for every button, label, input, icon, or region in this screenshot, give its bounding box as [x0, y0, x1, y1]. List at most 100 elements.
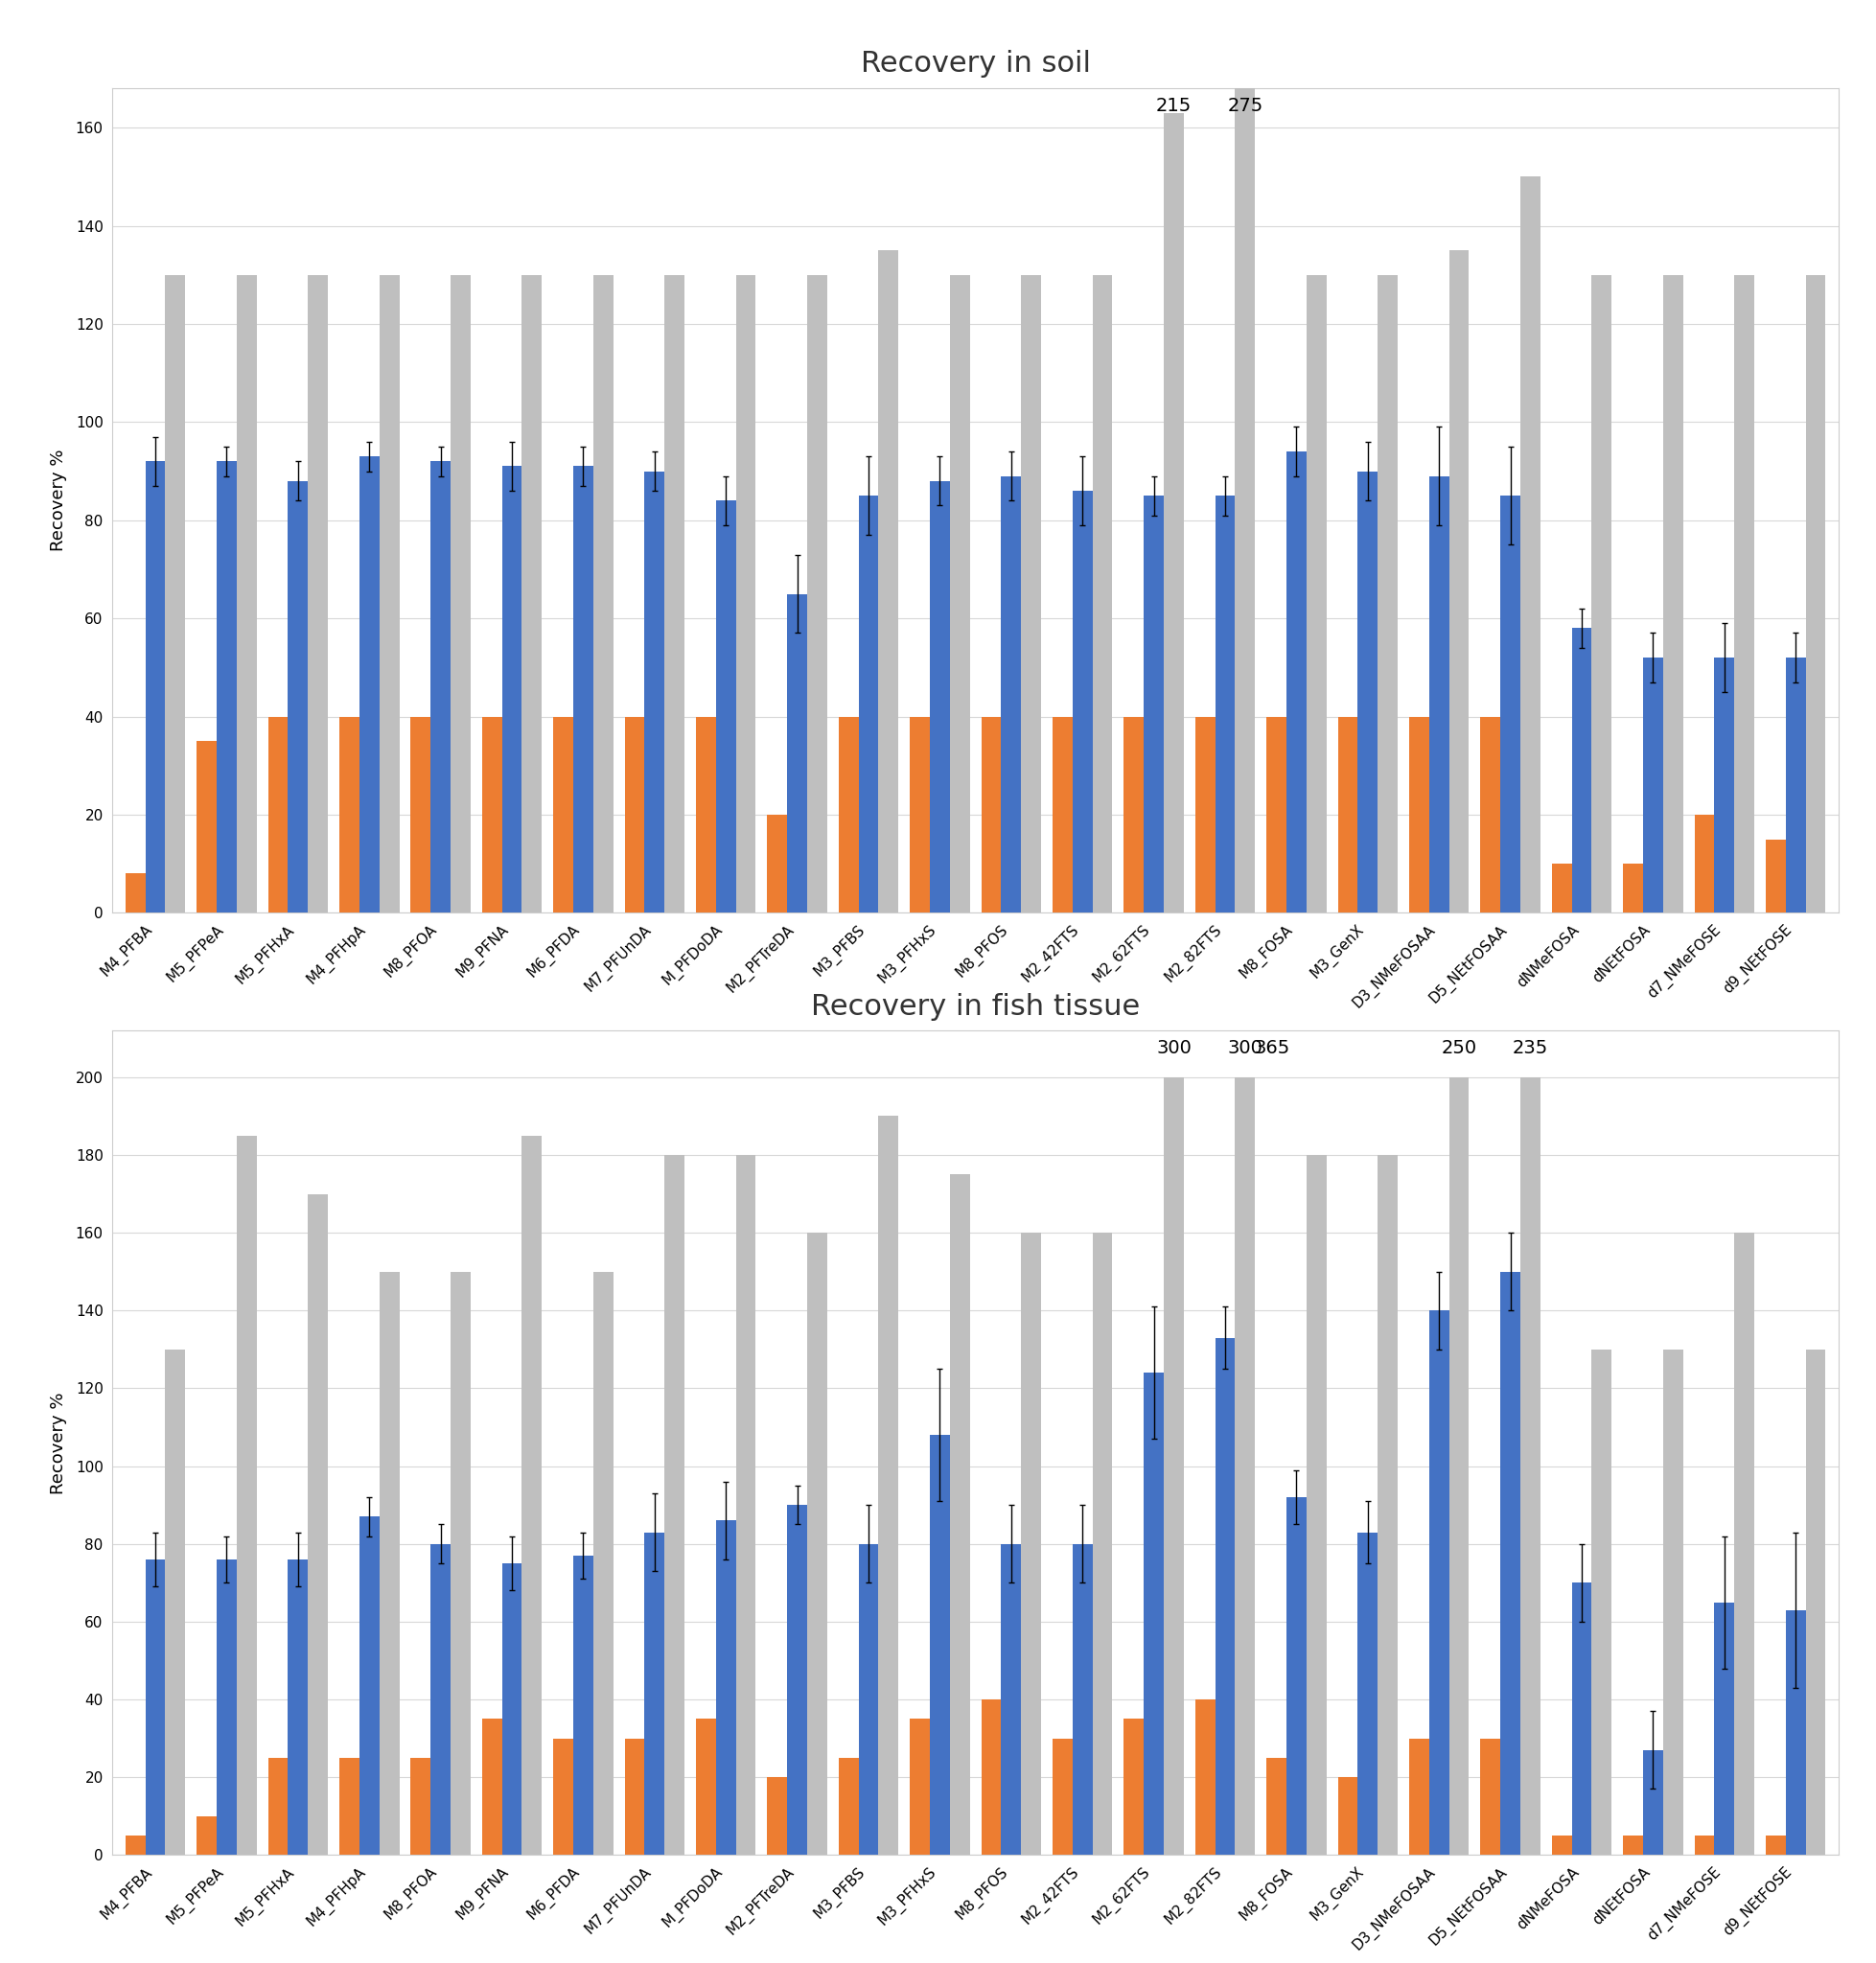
- Bar: [1266, 716, 1287, 913]
- Bar: [981, 1700, 1002, 1855]
- Bar: [593, 275, 613, 913]
- Bar: [340, 716, 360, 913]
- Bar: [859, 495, 878, 913]
- Bar: [268, 1757, 289, 1855]
- Bar: [645, 471, 664, 913]
- Bar: [574, 1555, 593, 1855]
- Bar: [859, 1545, 878, 1855]
- Bar: [1623, 1835, 1643, 1855]
- Bar: [1338, 1777, 1358, 1855]
- Bar: [1733, 1233, 1754, 1855]
- Bar: [807, 275, 827, 913]
- Bar: [767, 1777, 788, 1855]
- Bar: [1520, 177, 1540, 913]
- Bar: [1377, 275, 1398, 913]
- Bar: [625, 716, 645, 913]
- Bar: [664, 1154, 685, 1855]
- Bar: [1448, 1078, 1469, 1855]
- Bar: [696, 716, 717, 913]
- Bar: [1234, 1078, 1255, 1855]
- Bar: [1623, 864, 1643, 913]
- Bar: [1052, 1739, 1073, 1855]
- Bar: [664, 275, 685, 913]
- Bar: [1430, 1311, 1448, 1855]
- Bar: [1358, 1533, 1377, 1855]
- Bar: [717, 501, 735, 913]
- Bar: [981, 716, 1002, 913]
- Bar: [1551, 864, 1572, 913]
- Bar: [340, 1757, 360, 1855]
- Text: 250: 250: [1441, 1038, 1476, 1056]
- Bar: [807, 1233, 827, 1855]
- Bar: [197, 740, 218, 913]
- Bar: [767, 815, 788, 913]
- Bar: [1807, 275, 1825, 913]
- Bar: [165, 275, 186, 913]
- Bar: [522, 1135, 542, 1855]
- Bar: [910, 1720, 930, 1855]
- Bar: [910, 716, 930, 913]
- Bar: [1287, 451, 1306, 913]
- Y-axis label: Recovery %: Recovery %: [51, 450, 68, 552]
- Bar: [165, 1349, 186, 1855]
- Bar: [1694, 1835, 1715, 1855]
- Text: 275: 275: [1227, 96, 1263, 114]
- Bar: [735, 1154, 756, 1855]
- Bar: [379, 1272, 400, 1855]
- Bar: [360, 455, 379, 913]
- Legend: IPR minimum, Experimental recovery, IPR maximum: IPR minimum, Experimental recovery, IPR …: [664, 1103, 1287, 1135]
- Bar: [1163, 1078, 1184, 1855]
- Bar: [878, 1117, 899, 1855]
- Bar: [411, 1757, 431, 1855]
- Bar: [379, 275, 400, 913]
- Bar: [1358, 471, 1377, 913]
- Bar: [1195, 716, 1216, 913]
- Bar: [308, 275, 328, 913]
- Bar: [593, 1272, 613, 1855]
- Text: 235: 235: [1512, 1038, 1548, 1056]
- Bar: [717, 1521, 735, 1855]
- Bar: [1715, 658, 1733, 913]
- Bar: [126, 874, 144, 913]
- Bar: [788, 1506, 807, 1855]
- Title: Recovery in fish tissue: Recovery in fish tissue: [810, 993, 1141, 1021]
- Bar: [1765, 840, 1786, 913]
- Bar: [1021, 1233, 1041, 1855]
- Bar: [625, 1739, 645, 1855]
- Bar: [1520, 1078, 1540, 1855]
- Bar: [1480, 716, 1501, 913]
- Bar: [1501, 495, 1520, 913]
- Bar: [1144, 495, 1163, 913]
- Text: 365: 365: [1255, 1038, 1291, 1056]
- Bar: [1715, 1602, 1733, 1855]
- Bar: [1287, 1498, 1306, 1855]
- Text: 300: 300: [1156, 1038, 1191, 1056]
- Bar: [839, 1757, 859, 1855]
- Bar: [1216, 1339, 1234, 1855]
- Bar: [1786, 1610, 1807, 1855]
- Bar: [553, 1739, 574, 1855]
- Bar: [839, 716, 859, 913]
- Bar: [1694, 815, 1715, 913]
- Bar: [308, 1194, 328, 1855]
- Bar: [1643, 658, 1662, 913]
- Bar: [1551, 1835, 1572, 1855]
- Bar: [1092, 275, 1112, 913]
- Bar: [1572, 1582, 1591, 1855]
- Bar: [1092, 1233, 1112, 1855]
- Bar: [1591, 1349, 1611, 1855]
- Y-axis label: Recovery %: Recovery %: [51, 1392, 68, 1494]
- Bar: [645, 1533, 664, 1855]
- Bar: [522, 275, 542, 913]
- Bar: [503, 1563, 522, 1855]
- Bar: [1234, 53, 1255, 913]
- Bar: [1765, 1835, 1786, 1855]
- Bar: [1572, 628, 1591, 913]
- Bar: [450, 1272, 471, 1855]
- Bar: [482, 716, 503, 913]
- Bar: [1144, 1372, 1163, 1855]
- Bar: [1266, 1757, 1287, 1855]
- Bar: [574, 465, 593, 913]
- Bar: [1662, 1349, 1683, 1855]
- Text: 215: 215: [1156, 96, 1191, 114]
